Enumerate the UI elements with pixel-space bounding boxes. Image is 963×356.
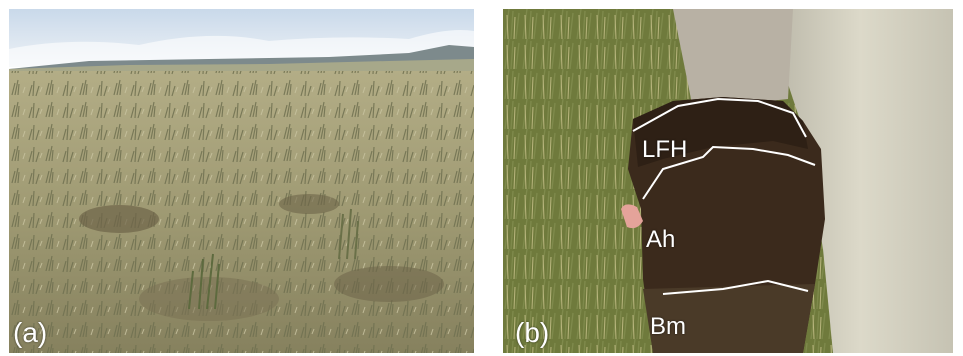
grassland-landscape-photo [9, 9, 474, 353]
panel-a: (a) [9, 9, 474, 353]
soil-profile-photo [503, 9, 953, 353]
horizon-label-bm: Bm [650, 313, 686, 340]
panel-label-b: (b) [515, 317, 550, 348]
panel-b: LFH Ah Bm (b) [503, 9, 953, 353]
horizon-label-ah: Ah [646, 226, 676, 253]
horizon-label-lfh: LFH [642, 136, 688, 163]
panel-label-a: (a) [13, 317, 48, 348]
